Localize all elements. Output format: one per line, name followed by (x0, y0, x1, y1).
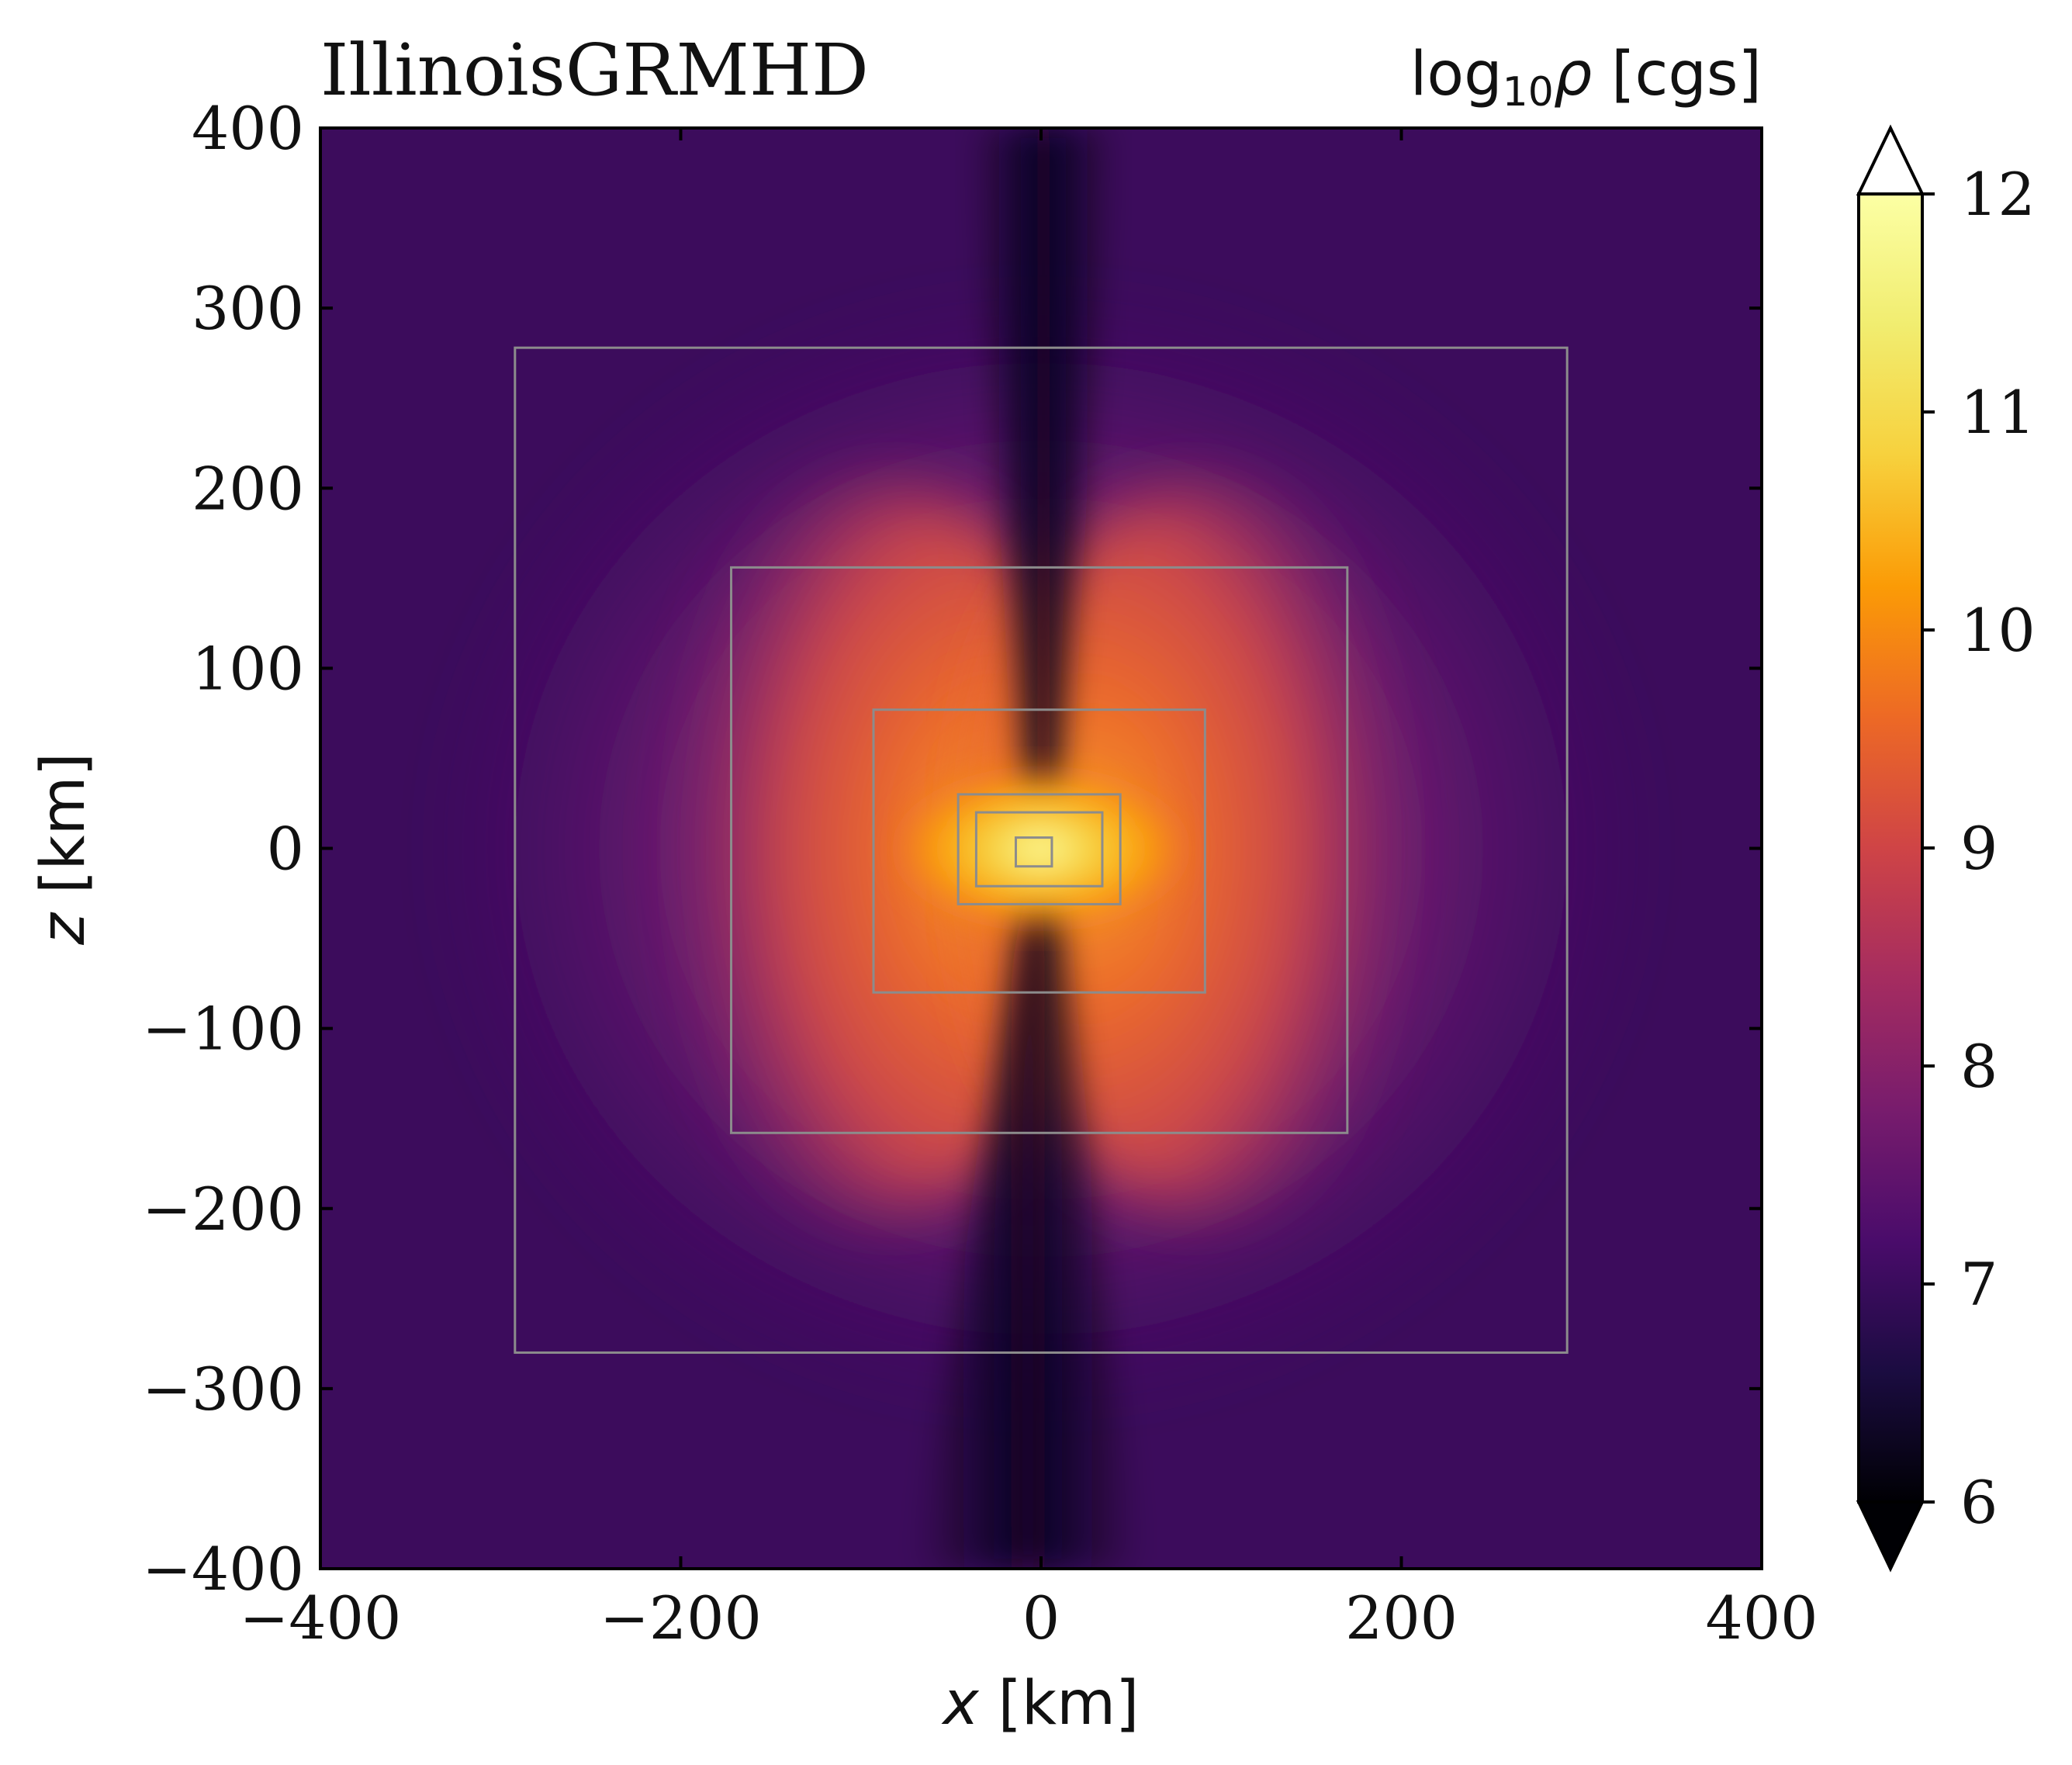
colorbar-label-subscript: 10 (1503, 69, 1554, 116)
y-axis-label-unit: [km] (29, 753, 99, 913)
y-axis-label: z [km] (29, 753, 99, 946)
y-axis-label-var: z (29, 912, 99, 946)
x-tick-label: −400 (240, 1583, 402, 1653)
density-heatmap (320, 128, 1762, 1569)
y-tick-label: 0 (267, 815, 304, 884)
refinement-box-2 (872, 708, 1206, 994)
y-tick-label: −300 (142, 1355, 304, 1424)
colorbar-gradient (1859, 194, 1922, 1502)
heatmap-core (886, 763, 1196, 934)
x-axis-label-unit: [km] (979, 1669, 1140, 1739)
heatmap-jet-bottom (915, 861, 1140, 1569)
x-tick-label: −200 (600, 1583, 762, 1653)
refinement-boxes (514, 346, 1569, 1354)
colorbar-tick-label: 9 (1960, 814, 1998, 883)
y-tick-label: 400 (192, 94, 304, 163)
colorbar-label-unit: [cgs] (1592, 40, 1762, 109)
y-axis: 400 300 200 100 0 −100 −200 −300 −400 (142, 94, 1762, 1604)
chart-title-left: IllinoisGRMHD (320, 29, 869, 112)
colorbar-label-base: log (1410, 40, 1503, 109)
colorbar-tick-label: 6 (1960, 1468, 1998, 1537)
colorbar-label: log10ρ [cgs] (1410, 40, 1762, 116)
colorbar-extend-top (1856, 124, 1925, 196)
colorbar: 6 7 8 9 10 11 12 (1856, 124, 2036, 1573)
heatmap-jet-top (970, 128, 1117, 838)
colorbar-label-symbol: ρ (1554, 40, 1593, 109)
x-tick-label: 200 (1345, 1583, 1458, 1653)
heatmap-lobe-left (644, 484, 1109, 1213)
refinement-box-0 (514, 346, 1569, 1354)
refinement-box-5 (1014, 836, 1053, 868)
colorbar-tick-label: 12 (1960, 160, 2036, 229)
y-tick-label: 300 (192, 274, 304, 343)
x-axis-label-var: x (941, 1669, 980, 1739)
colorbar-tick-label: 8 (1960, 1032, 1998, 1101)
y-tick-label: −200 (142, 1175, 304, 1244)
refinement-box-4 (974, 811, 1104, 888)
y-tick-label: 200 (192, 454, 304, 523)
y-tick-label: −400 (142, 1535, 304, 1604)
colorbar-extend-bottom (1856, 1500, 1925, 1573)
refinement-box-1 (730, 566, 1349, 1134)
colorbar-tick-label: 7 (1960, 1250, 1998, 1319)
colorbar-ticks: 6 7 8 9 10 11 12 (1922, 160, 2036, 1537)
colorbar-tick-label: 11 (1960, 378, 2036, 447)
y-tick-label: 100 (192, 634, 304, 703)
x-axis: −400 −200 0 200 400 (240, 128, 1818, 1653)
y-tick-label: −100 (142, 995, 304, 1064)
colorbar-tick-label: 10 (1960, 596, 2036, 665)
x-tick-label: 400 (1705, 1583, 1818, 1653)
x-tick-label: 0 (1022, 1583, 1060, 1653)
x-axis-label: x [km] (941, 1669, 1140, 1739)
refinement-box-3 (956, 793, 1122, 905)
